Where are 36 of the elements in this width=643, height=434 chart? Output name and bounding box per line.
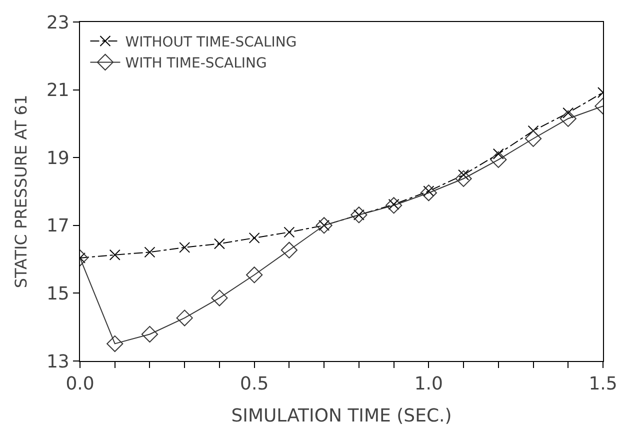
point [284, 226, 295, 238]
point [386, 197, 402, 214]
point [420, 184, 437, 202]
x-tick-label: 0.5 [240, 374, 269, 395]
point [562, 107, 574, 118]
point [560, 110, 576, 127]
point [144, 246, 156, 258]
point [179, 242, 190, 253]
point [211, 290, 228, 306]
x-tick-label: 0.0 [66, 374, 94, 395]
y-tick-label: 23 [46, 12, 70, 34]
y-tick-label: 21 [46, 80, 70, 102]
point [176, 310, 193, 326]
y-tick-label: 19 [46, 148, 70, 169]
point [106, 335, 124, 352]
point [214, 238, 225, 250]
point [524, 130, 542, 147]
x-axis-title: SIMULATION TIME (SEC.) [231, 406, 452, 427]
legend-label: WITHOUT TIME-SCALING [125, 34, 297, 50]
point [109, 249, 120, 260]
point [248, 232, 260, 244]
y-tick-label: 15 [46, 284, 70, 304]
point [350, 206, 368, 224]
point [141, 326, 158, 343]
point [280, 242, 298, 258]
point [492, 148, 504, 160]
point [455, 170, 472, 187]
point [490, 151, 507, 168]
y-tick-label: 13 [46, 351, 70, 372]
y-tick-label: 17 [46, 216, 70, 237]
legend-label: WITH TIME-SCALING [125, 56, 267, 72]
y-axis-title: STATIC PRESSURE AT 61 [11, 94, 30, 288]
x-tick-label: 1.0 [414, 374, 443, 395]
point [246, 266, 263, 284]
x-tick-label: 1.5 [588, 374, 618, 395]
point [316, 217, 332, 234]
